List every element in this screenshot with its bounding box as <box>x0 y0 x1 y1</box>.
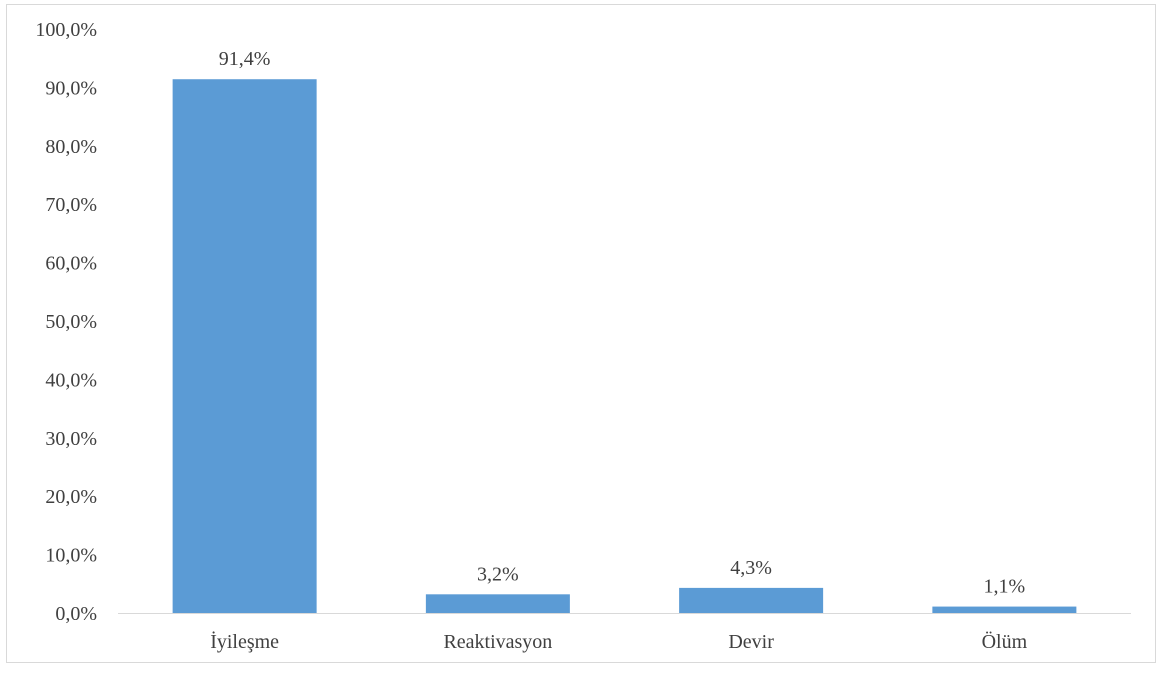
y-tick-label: 60,0% <box>45 253 97 275</box>
y-tick-label: 30,0% <box>45 428 97 450</box>
category-label: Ölüm <box>982 630 1028 653</box>
data-label: 1,1% <box>984 576 1026 598</box>
y-tick-label: 20,0% <box>45 486 97 508</box>
bar <box>425 594 570 613</box>
data-label: 4,3% <box>730 557 772 579</box>
category-label: İyileşme <box>210 630 279 653</box>
data-label: 91,4% <box>219 48 271 70</box>
y-tick-label: 10,0% <box>45 545 97 567</box>
y-tick-label: 100,0% <box>35 19 97 41</box>
data-label: 3,2% <box>477 563 519 585</box>
y-tick-label: 70,0% <box>45 194 97 216</box>
category-label: Devir <box>728 631 774 653</box>
y-tick-label: 80,0% <box>45 136 97 158</box>
y-tick-label: 40,0% <box>45 369 97 391</box>
y-tick-label: 50,0% <box>45 311 97 333</box>
y-tick-label: 90,0% <box>45 77 97 99</box>
bar <box>679 587 824 613</box>
bar <box>172 79 317 613</box>
bar <box>932 606 1077 613</box>
category-label: Reaktivasyon <box>443 631 552 653</box>
y-tick-label: 0,0% <box>55 603 97 625</box>
